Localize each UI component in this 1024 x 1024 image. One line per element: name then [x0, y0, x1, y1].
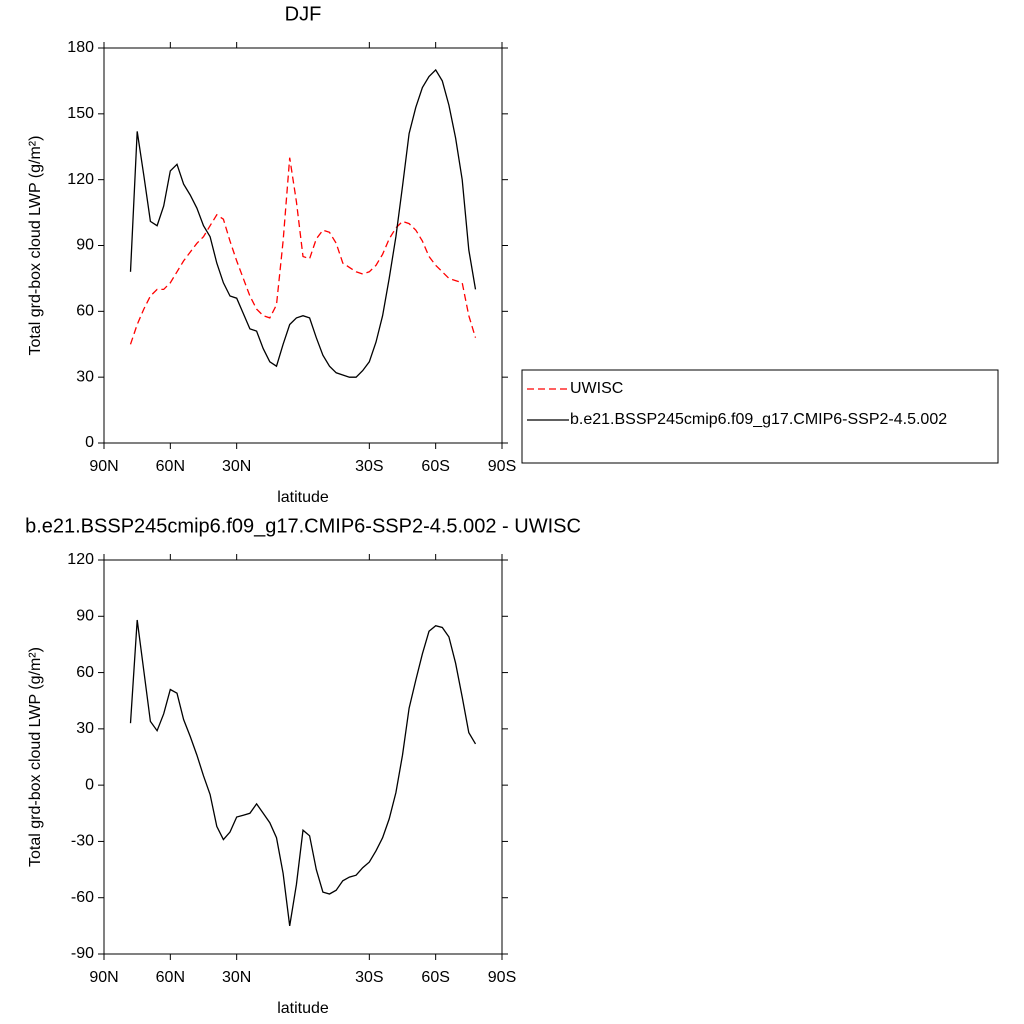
y-tick-label: 60: [76, 303, 94, 320]
legend-box: [521, 369, 999, 464]
y-tick-label: 120: [67, 551, 94, 568]
x-tick-label: 90N: [89, 969, 118, 986]
legend-label: UWISC: [570, 380, 623, 397]
y-tick-label: -60: [71, 889, 94, 906]
x-tick-label: 60N: [156, 458, 185, 475]
y-tick-label: 60: [76, 664, 94, 681]
x-tick-label: 60S: [421, 969, 449, 986]
y-tick-label: -30: [71, 833, 94, 850]
data-line: [129, 68, 477, 378]
x-tick-label: 90S: [488, 969, 516, 986]
x-axis-label: latitude: [277, 489, 329, 506]
x-tick-label: 30N: [222, 458, 251, 475]
legend-label: b.e21.BSSP245cmip6.f09_g17.CMIP6-SSP2-4.…: [570, 411, 947, 428]
y-tick-label: 30: [76, 368, 94, 385]
chart-title: DJF: [285, 3, 322, 25]
x-tick-label: 60S: [421, 458, 449, 475]
y-tick-label: 0: [85, 776, 94, 793]
y-tick-label: 90: [76, 608, 94, 625]
y-tick-label: 120: [67, 171, 94, 188]
x-tick-label: 30S: [355, 969, 383, 986]
x-tick-label: 30N: [222, 969, 251, 986]
chart-title: b.e21.BSSP245cmip6.f09_g17.CMIP6-SSP2-4.…: [25, 515, 581, 537]
y-tick-label: 90: [76, 237, 94, 254]
data-line: [129, 157, 477, 345]
y-tick-label: 150: [67, 105, 94, 122]
data-line: [129, 619, 477, 927]
y-axis-label: Total grd-box cloud LWP (g/m²): [27, 136, 44, 356]
y-tick-label: -90: [71, 945, 94, 962]
plot-frame: [103, 47, 503, 444]
x-tick-label: 90N: [89, 458, 118, 475]
plot-frame: [103, 559, 503, 955]
x-tick-label: 30S: [355, 458, 383, 475]
x-tick-label: 60N: [156, 969, 185, 986]
y-tick-label: 180: [67, 39, 94, 56]
y-tick-label: 0: [85, 434, 94, 451]
y-axis-label: Total grd-box cloud LWP (g/m²): [27, 647, 44, 867]
x-tick-label: 90S: [488, 458, 516, 475]
x-axis-label: latitude: [277, 1000, 329, 1017]
y-tick-label: 30: [76, 720, 94, 737]
